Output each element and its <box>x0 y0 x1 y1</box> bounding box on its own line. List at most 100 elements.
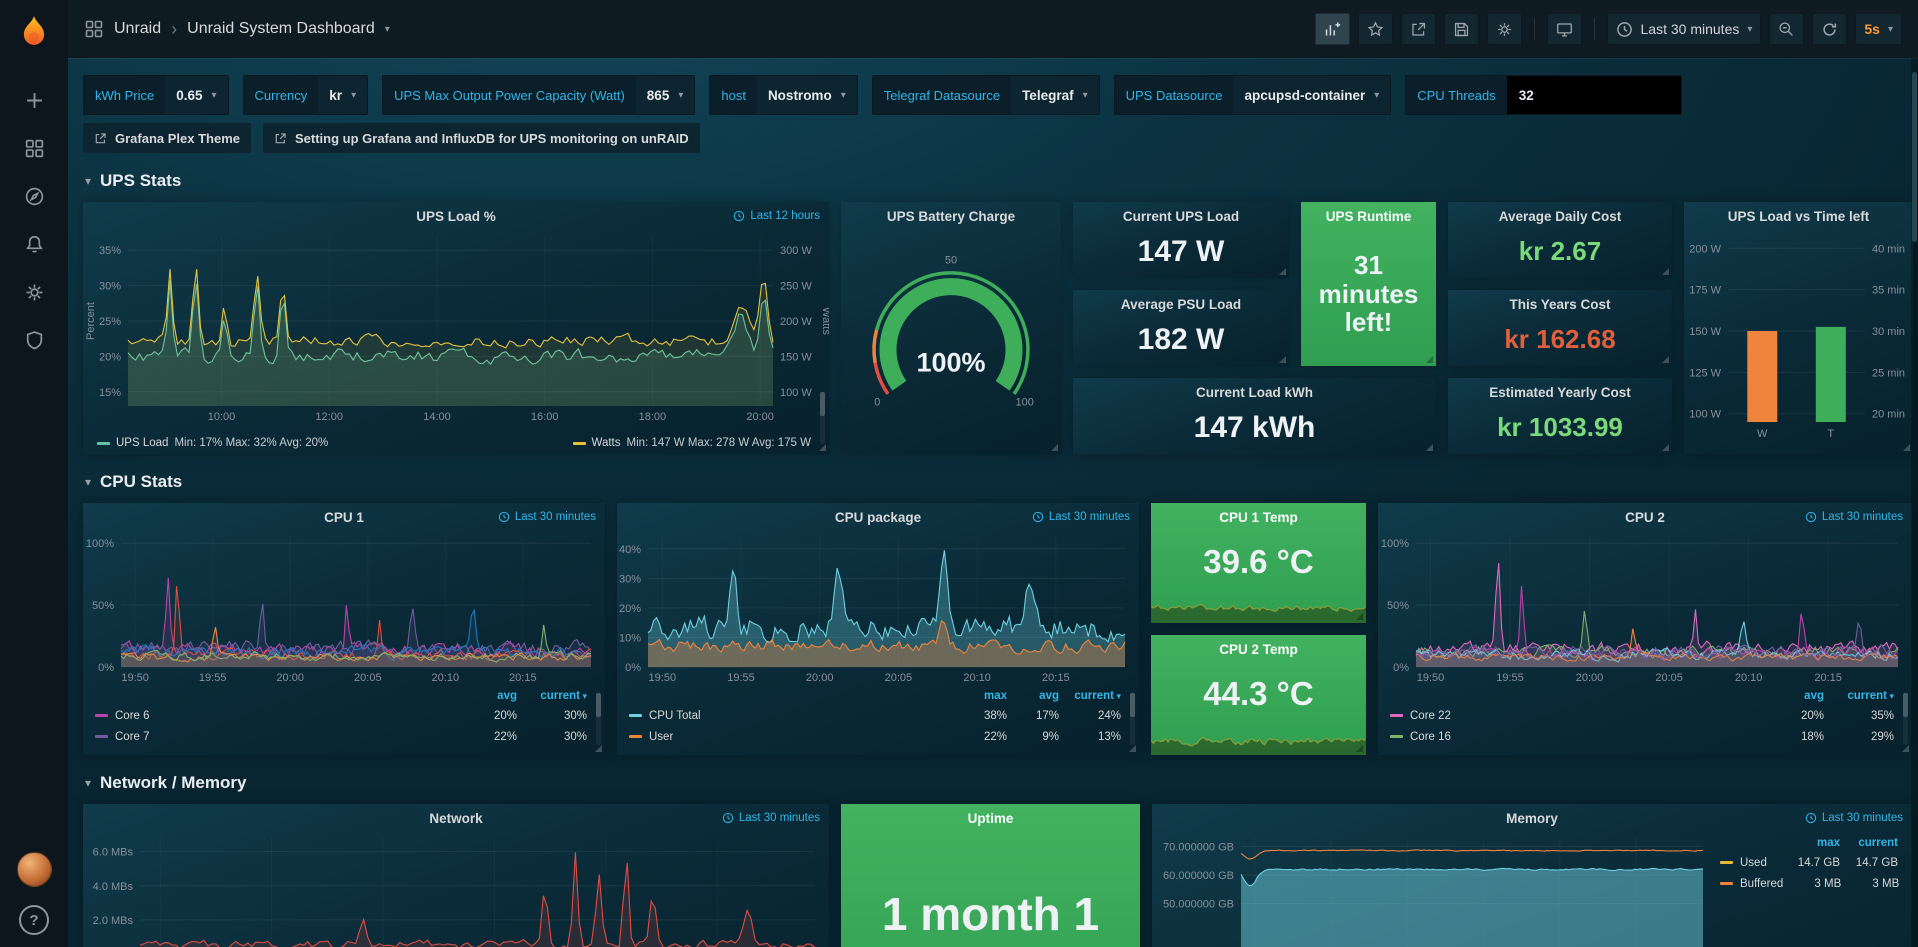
panel-title[interactable]: This Years Cost <box>1509 296 1611 312</box>
panel-title[interactable]: Network <box>429 810 483 826</box>
panel-title[interactable]: UPS Runtime <box>1325 208 1412 224</box>
scrollbar-thumb[interactable] <box>1912 72 1917 242</box>
panel-cpu2-temp: CPU 2 Temp 44.3 °C <box>1151 635 1366 755</box>
panel-title[interactable]: Current Load kWh <box>1196 384 1313 400</box>
scrollbar[interactable] <box>1130 693 1135 745</box>
scrollbar[interactable] <box>596 693 601 745</box>
legend-series-name[interactable]: Core 22 <box>1410 709 1451 722</box>
panel-title[interactable]: Memory <box>1506 810 1558 826</box>
scrollbar[interactable] <box>820 392 825 444</box>
variable-value-dropdown[interactable]: apcupsd-container ▾ <box>1244 87 1380 103</box>
panel-title[interactable]: Average PSU Load <box>1120 296 1242 312</box>
sidebar-item-alerting[interactable] <box>11 220 57 268</box>
legend-series-name[interactable]: Buffered <box>1740 877 1784 890</box>
variable-value-dropdown[interactable]: 0.65 ▾ <box>176 87 217 103</box>
panel-title[interactable]: Estimated Yearly Cost <box>1489 384 1631 400</box>
cycle-view-button[interactable] <box>1546 13 1582 45</box>
legend-col-avg[interactable]: avg <box>497 690 517 702</box>
legend-series-name[interactable]: CPU Total <box>649 709 701 722</box>
time-range-picker[interactable]: Last 30 minutes ▾ <box>1606 13 1762 45</box>
legend-col-current[interactable]: current <box>1858 837 1898 849</box>
variable-kwh-price: kWh Price 0.65 ▾ <box>83 75 229 115</box>
svg-text:20:10: 20:10 <box>432 672 460 684</box>
legend-series-name[interactable]: Used <box>1740 856 1767 869</box>
panel-title[interactable]: CPU 1 <box>324 509 364 525</box>
legend-series-name[interactable]: User <box>649 730 674 743</box>
svg-text:30%: 30% <box>619 573 641 585</box>
ups-battery-gauge[interactable]: 0 50 100 100% <box>841 230 1061 440</box>
refresh-button[interactable] <box>1812 13 1848 45</box>
star-button[interactable] <box>1357 13 1393 45</box>
legend-series-name[interactable]: Watts <box>591 437 621 449</box>
svg-text:19:55: 19:55 <box>1496 672 1524 684</box>
svg-text:100 W: 100 W <box>1689 409 1721 421</box>
dashboard-link-ups-guide[interactable]: Setting up Grafana and InfluxDB for UPS … <box>263 123 700 153</box>
stat-value: 31 minutes left! <box>1318 250 1419 338</box>
ups-load-vs-time-chart[interactable]: 100 W 125 W 150 W 175 W 200 W 20 min 25 min 30 … <box>1684 230 1913 444</box>
save-button[interactable] <box>1443 13 1479 45</box>
svg-text:100: 100 <box>1016 396 1034 408</box>
grafana-logo[interactable] <box>15 14 53 52</box>
cpu2-chart[interactable]: 0% 50% 100% 19:50 19:55 20:00 20:05 20:10 20:15 <box>1378 531 1912 685</box>
legend-series-name[interactable]: Core 7 <box>115 730 150 743</box>
section-header-network-memory[interactable]: ▾ Network / Memory <box>85 773 247 792</box>
ups-load-chart[interactable]: 15% 20% 25% 30% 35% 100 W 150 W 200 W 250 W 300 W… <box>83 230 829 424</box>
dashboard-settings-button[interactable] <box>1486 13 1522 45</box>
section-header-ups[interactable]: ▾ UPS Stats <box>85 171 182 190</box>
svg-text:20%: 20% <box>99 351 121 363</box>
svg-text:20:00: 20:00 <box>746 411 774 423</box>
legend-series-name[interactable]: Core 16 <box>1410 730 1451 743</box>
panel-title[interactable]: UPS Load % <box>416 208 496 224</box>
variable-value-dropdown[interactable]: Telegraf ▾ <box>1022 87 1088 103</box>
panel-title[interactable]: Current UPS Load <box>1122 208 1240 224</box>
variable-value-dropdown[interactable]: Nostromo ▾ <box>767 87 846 103</box>
cpu-threads-input[interactable] <box>1506 76 1681 114</box>
panel-title[interactable]: UPS Battery Charge <box>886 208 1016 224</box>
legend-col-avg[interactable]: avg <box>1804 690 1824 702</box>
top-navbar: Unraid › Unraid System Dashboard ▾ Last … <box>68 0 1918 58</box>
scrollbar[interactable] <box>1903 693 1908 745</box>
svg-text:0%: 0% <box>1393 662 1409 674</box>
legend-col-avg[interactable]: avg <box>1039 690 1059 702</box>
share-button[interactable] <box>1400 13 1436 45</box>
cpu1-chart[interactable]: 0% 50% 100% 19:50 19:55 20:00 20:05 20:10 20:15 <box>83 531 605 685</box>
variable-value-dropdown[interactable]: 865 ▾ <box>646 87 684 103</box>
explore-compass-icon <box>25 187 43 205</box>
user-avatar[interactable] <box>16 852 52 887</box>
add-panel-button[interactable] <box>1314 13 1350 45</box>
svg-text:20:15: 20:15 <box>1814 672 1842 684</box>
section-header-cpu[interactable]: ▾ CPU Stats <box>85 472 183 491</box>
breadcrumb-page[interactable]: Unraid System Dashboard <box>187 20 375 37</box>
panel-title[interactable]: Uptime <box>967 810 1014 826</box>
legend-series-name[interactable]: Core 6 <box>115 709 150 722</box>
panel-title[interactable]: UPS Load vs Time left <box>1727 208 1870 224</box>
sidebar-item-dashboards[interactable] <box>11 124 57 172</box>
sidebar-item-server-admin[interactable] <box>11 316 57 364</box>
breadcrumb-app[interactable]: Unraid <box>114 20 162 37</box>
panel-title[interactable]: CPU package <box>834 509 922 525</box>
sidebar-item-explore[interactable] <box>11 172 57 220</box>
legend-col-max[interactable]: max <box>1816 837 1840 849</box>
panel-title[interactable]: CPU 2 <box>1625 509 1665 525</box>
legend-col-max[interactable]: max <box>983 690 1007 702</box>
panel-title[interactable]: Average Daily Cost <box>1498 208 1622 224</box>
sidebar-item-create[interactable] <box>11 76 57 124</box>
legend-series-name[interactable]: UPS Load <box>116 437 169 449</box>
dashboard-link-plex-theme[interactable]: Grafana Plex Theme <box>83 123 251 153</box>
sidebar-item-configuration[interactable] <box>11 268 57 316</box>
help-icon[interactable]: ? <box>19 905 49 935</box>
panel-title[interactable]: CPU 1 Temp <box>1219 509 1298 525</box>
cpu-package-chart[interactable]: 0% 10% 20% 30% 40% 19:50 19:55 20:00 20:05 20:10 2… <box>617 531 1139 685</box>
legend-col-current[interactable]: current <box>1059 690 1121 702</box>
svg-text:100 W: 100 W <box>780 387 812 399</box>
legend-col-current[interactable]: current <box>517 690 587 702</box>
page-scrollbar[interactable] <box>1911 58 1918 947</box>
variable-value-dropdown[interactable]: kr ▾ <box>329 87 357 103</box>
zoom-out-button[interactable] <box>1769 13 1805 45</box>
legend-col-current[interactable]: current <box>1824 690 1894 702</box>
alerting-bell-icon <box>25 235 43 253</box>
refresh-interval-picker[interactable]: 5s ▾ <box>1855 13 1902 45</box>
panel-title[interactable]: CPU 2 Temp <box>1219 641 1298 657</box>
